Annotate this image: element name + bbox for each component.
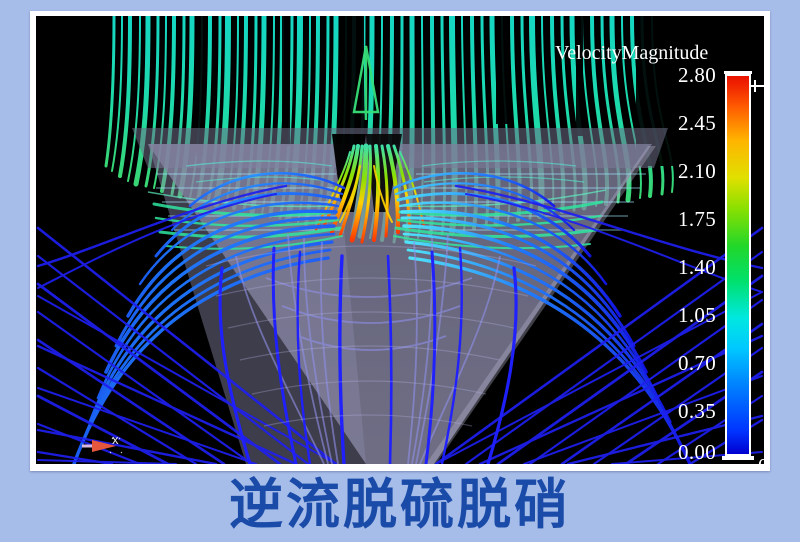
scalar-bar-max-tick xyxy=(754,80,756,92)
glyph-marker xyxy=(352,45,380,120)
scalar-bar-tick-2: 2.10 xyxy=(678,159,716,183)
scalar-bar-tick-labels: 2.80 2.45 2.10 1.75 1.40 1.05 0.70 0.35 … xyxy=(652,16,716,464)
caption-text: 逆流脱硫脱硝 xyxy=(229,473,571,536)
scalar-bar-gradient xyxy=(725,74,751,456)
scalar-bar-tick-1: 2.45 xyxy=(678,111,716,135)
x-axis-arrow-icon xyxy=(82,437,123,454)
scalar-bar-tick-0: 2.80 xyxy=(678,63,716,87)
scalar-bar-tick-5: 1.05 xyxy=(678,303,716,327)
axis-label-x: x xyxy=(112,432,119,447)
scalar-bar-tick-4: 1.40 xyxy=(678,255,716,279)
render-viewport[interactable]: VelocityMagnitude 2.80 2.45 2.10 1.75 1.… xyxy=(36,16,764,464)
scalar-bar-tick-3: 1.75 xyxy=(678,207,716,231)
scalar-bar-title: VelocityMagnitude xyxy=(555,42,709,64)
scalar-bar-tick-6: 0.70 xyxy=(678,351,716,375)
scalar-bar-cap-top xyxy=(724,71,752,74)
scalar-bar-tick-8: 0.00 xyxy=(678,440,716,464)
scalar-bar-tick-7: 0.35 xyxy=(678,399,716,423)
scalar-bar-cap-bottom xyxy=(722,456,754,460)
scalar-bar[interactable] xyxy=(722,71,764,464)
scalar-bar-max-marker xyxy=(749,85,764,87)
scalar-bar-range-min: 0.00 xyxy=(758,454,764,464)
orientation-axes-widget[interactable]: x xyxy=(82,431,138,461)
